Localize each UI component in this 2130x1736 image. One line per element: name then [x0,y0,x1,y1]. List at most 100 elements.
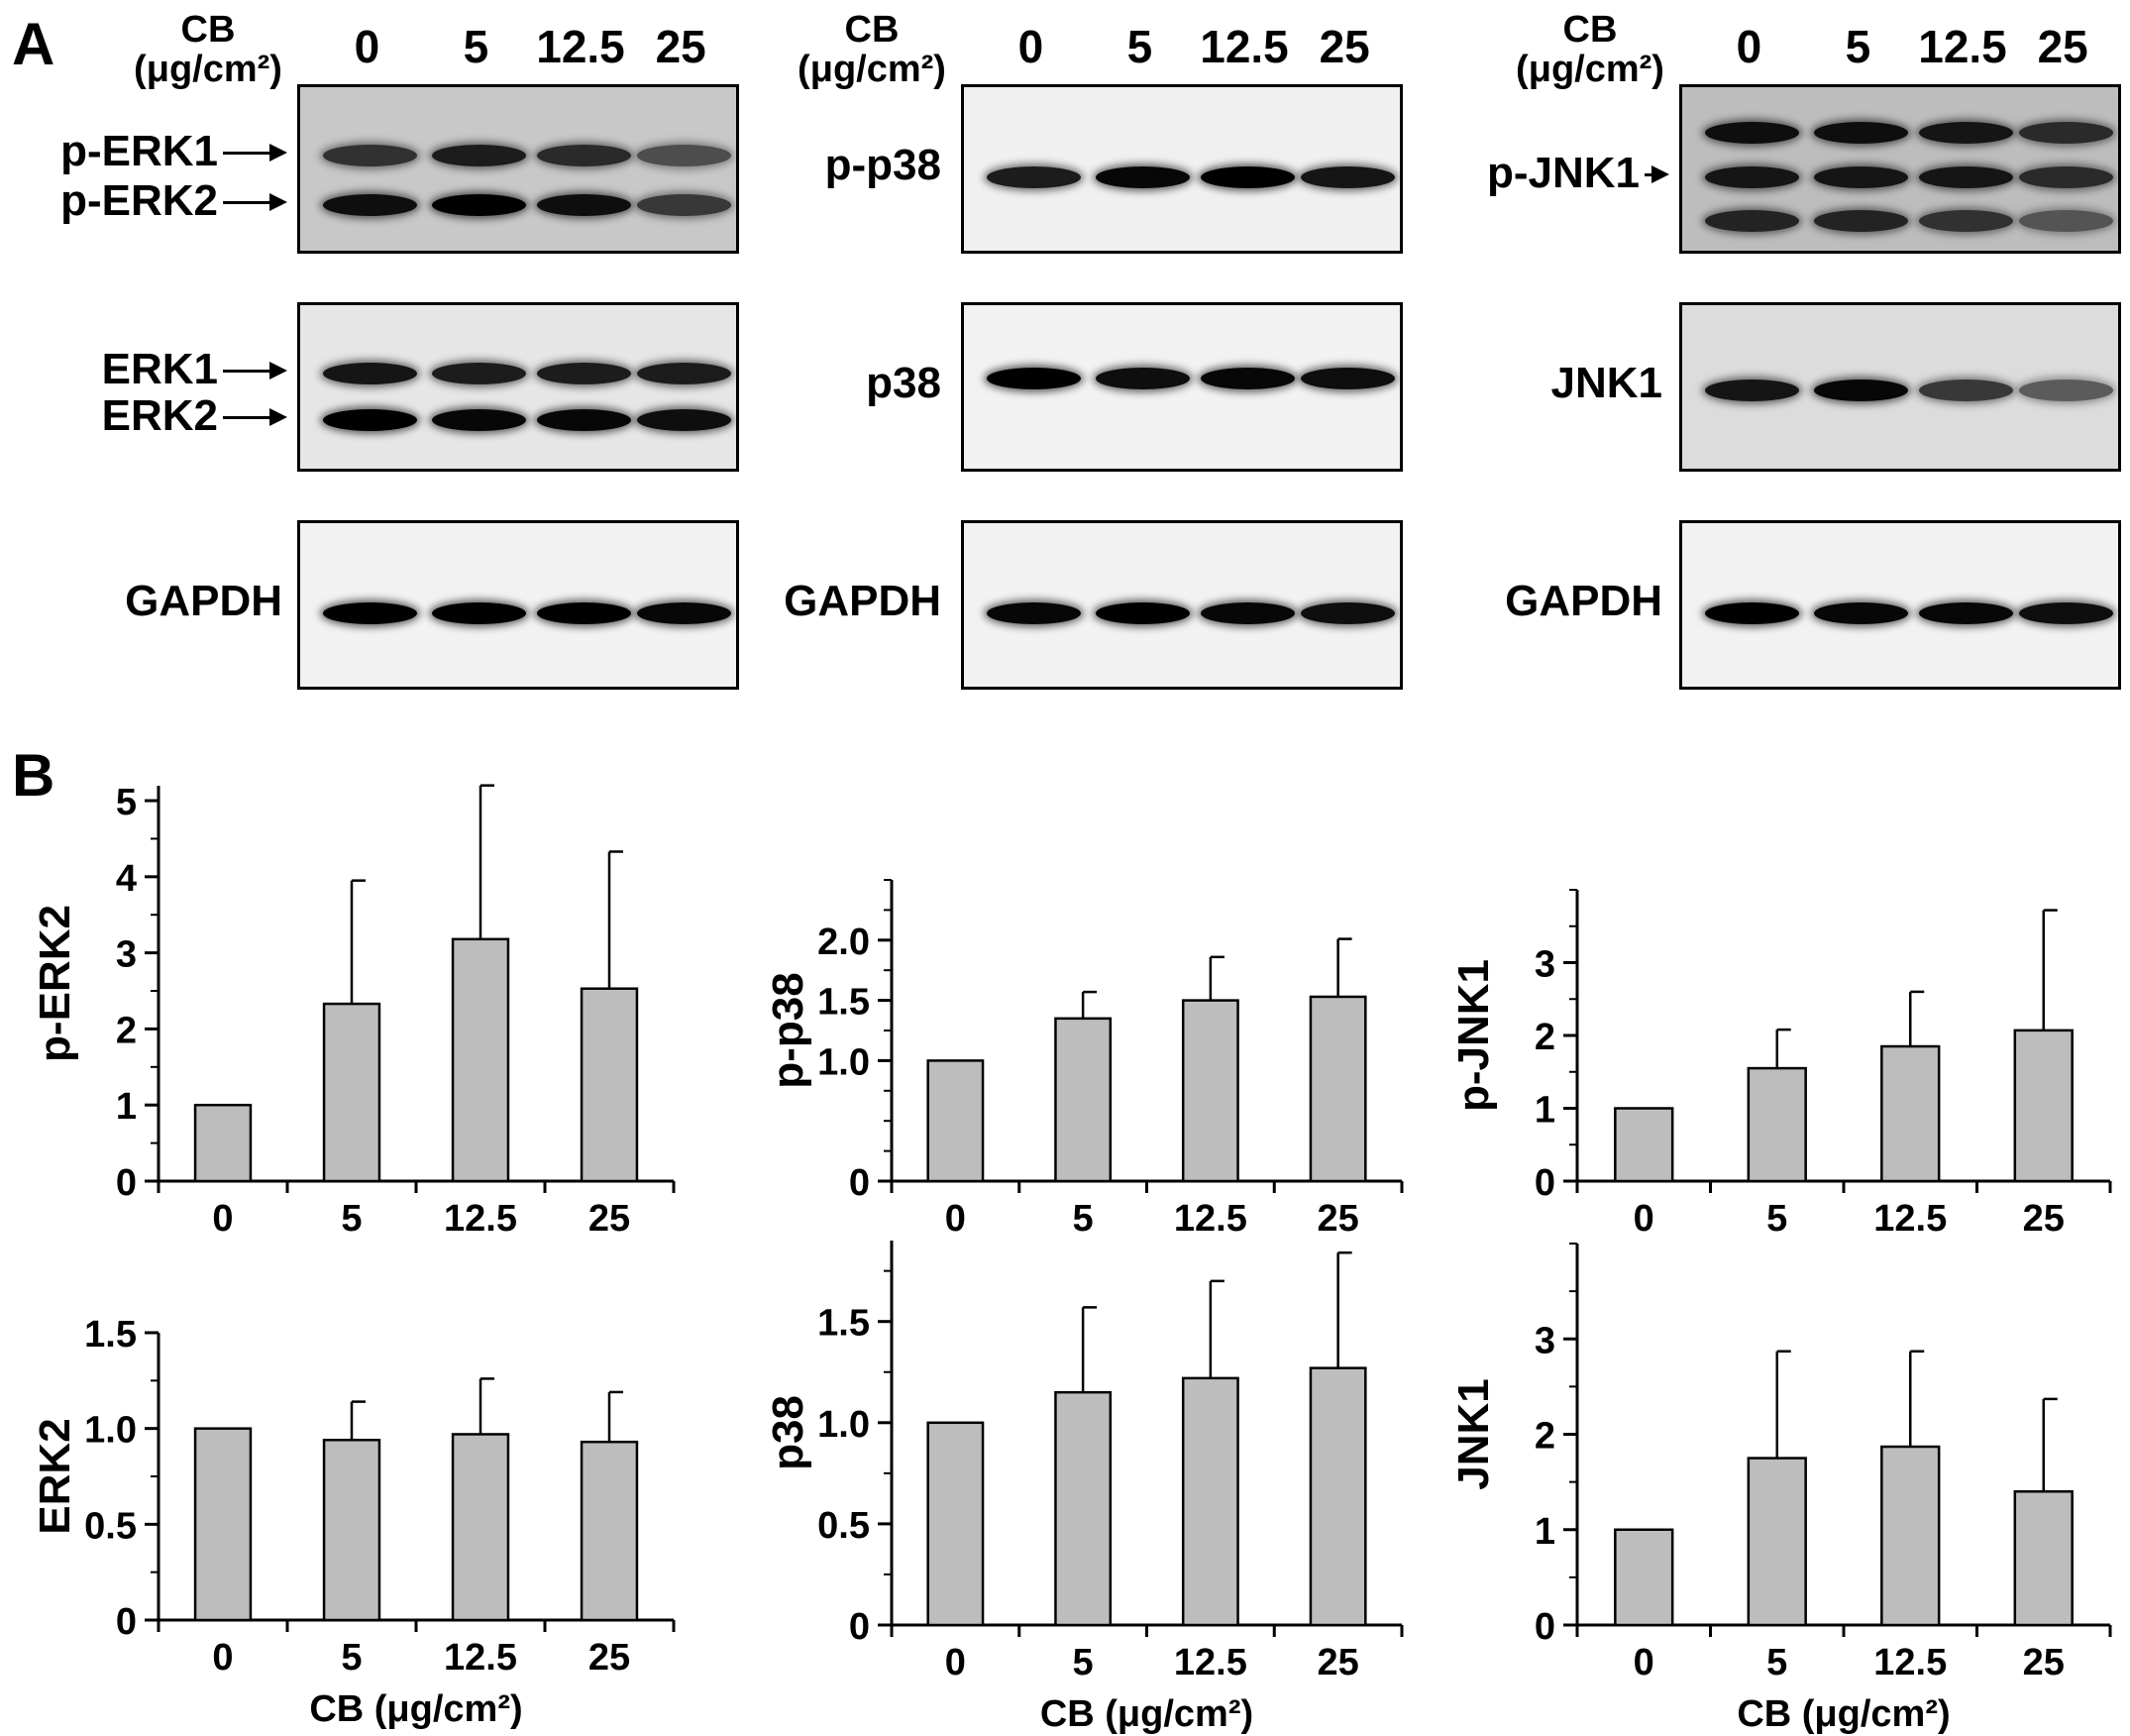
lane-header: 25 [655,21,706,72]
protein-band [431,145,526,167]
lane-header: 5 [1126,21,1153,72]
y-tick-label: 1 [1535,1090,1555,1132]
bar [322,1002,381,1183]
arrow-icon [1645,164,1669,183]
y-tick-label: 2 [1535,1017,1555,1058]
band-label: ERK1 [101,345,218,394]
bar [1747,1457,1807,1627]
band-label: p38 [866,358,941,407]
x-tick-label: 5 [1073,1198,1094,1240]
protein-band [1813,165,1908,188]
x-tick-label: 0 [1634,1198,1654,1240]
protein-band [1813,210,1908,233]
cb-dose-label: CB (μg/cm²) [783,10,961,89]
y-tick-label: 0.5 [817,1505,870,1547]
protein-band [2018,379,2113,401]
y-axis-label: p-p38 [764,972,812,1088]
bar [1309,995,1367,1183]
band-label: JNK1 [1550,358,1663,407]
x-tick-label: 25 [1317,1642,1358,1683]
protein-band [1095,165,1190,188]
bar [1880,1445,1941,1627]
lane-header: 12.5 [536,21,625,72]
protein-band [986,601,1081,624]
band-label: GAPDH [1505,576,1662,625]
lane-header: 25 [2037,21,2088,72]
band-label: p-JNK1 [1486,148,1640,197]
protein-band [1200,368,1295,390]
y-axis-label: ERK2 [31,1418,79,1534]
y-tick-label: 1.0 [817,1041,870,1083]
y-tick-label: 0.5 [84,1505,137,1547]
x-tick-label: 5 [1073,1642,1094,1683]
protein-band [1200,601,1295,624]
protein-band [322,145,417,167]
y-tick-label: 5 [116,782,137,823]
arrow-icon [223,362,287,380]
bar [451,1433,510,1622]
lane-header: 0 [1017,21,1044,72]
protein-band [431,363,526,385]
protein-band [1813,379,1908,401]
band-label: GAPDH [125,576,282,625]
y-axis-label: p38 [764,1395,812,1470]
blot-image [297,84,739,254]
y-axis-label: p-ERK2 [31,905,79,1062]
bar [2013,1029,2074,1183]
band-label: GAPDH [784,576,941,625]
bar [193,1103,253,1183]
y-tick-label: 1.5 [817,982,870,1024]
bar [451,937,510,1183]
bar [1309,1366,1367,1627]
blot-image [1679,520,2121,690]
bar [1614,1528,1674,1627]
lane-header: 0 [354,21,380,72]
protein-band [431,601,526,624]
y-tick-label: 0 [849,1606,870,1648]
protein-band [636,193,731,216]
bar [1747,1066,1807,1183]
protein-band [1704,601,1799,624]
x-tick-label: 5 [341,1198,362,1240]
y-axis-label: JNK1 [1449,1378,1498,1490]
x-tick-label: 5 [1766,1198,1787,1240]
protein-band [431,408,526,431]
protein-band [536,193,631,216]
protein-band [2018,122,2113,145]
protein-band [1704,165,1799,188]
y-axis-label: p-JNK1 [1449,959,1498,1112]
cb-dose-label: CB (μg/cm²) [119,10,297,89]
cb-label-line2: (μg/cm²) [1516,49,1664,90]
blot-image [297,302,739,472]
x-tick-label: 25 [588,1198,630,1240]
cb-label-line2: (μg/cm²) [134,49,282,90]
arrow-icon [223,192,287,211]
x-tick-label: 12.5 [1873,1198,1947,1240]
y-tick-label: 1.5 [817,1303,870,1345]
band-label: p-ERK2 [60,175,218,225]
panel-label-a: A [12,11,55,77]
y-tick-label: 1.0 [817,1404,870,1446]
x-tick-label: 5 [341,1637,362,1679]
blot-image [1679,302,2121,472]
arrow-icon [223,144,287,163]
protein-band [636,363,731,385]
cb-label-line2: (μg/cm²) [798,49,946,90]
blot-column: CB (μg/cm²) 0 5 12.5 25 p-JNK1 JNK1 GAPDH [1446,0,2130,713]
protein-band [636,145,731,167]
protein-band [322,193,417,216]
protein-band [1704,122,1799,145]
blot-column: CB (μg/cm²) 0 5 12.5 25 p-p38 p38 GAPDH [723,0,1437,713]
protein-band [1813,122,1908,145]
blot-image [961,520,1403,690]
protein-band [1300,368,1395,390]
protein-band [536,363,631,385]
x-axis-label: CB (μg/cm²) [1737,1693,1950,1735]
y-tick-label: 3 [1535,944,1555,986]
x-tick-label: 0 [212,1198,233,1240]
lane-header: 12.5 [1918,21,2007,72]
y-tick-label: 1 [1535,1511,1555,1553]
arrow-icon [223,407,287,426]
protein-band [1704,379,1799,401]
x-axis-label: CB (μg/cm²) [1040,1693,1253,1735]
